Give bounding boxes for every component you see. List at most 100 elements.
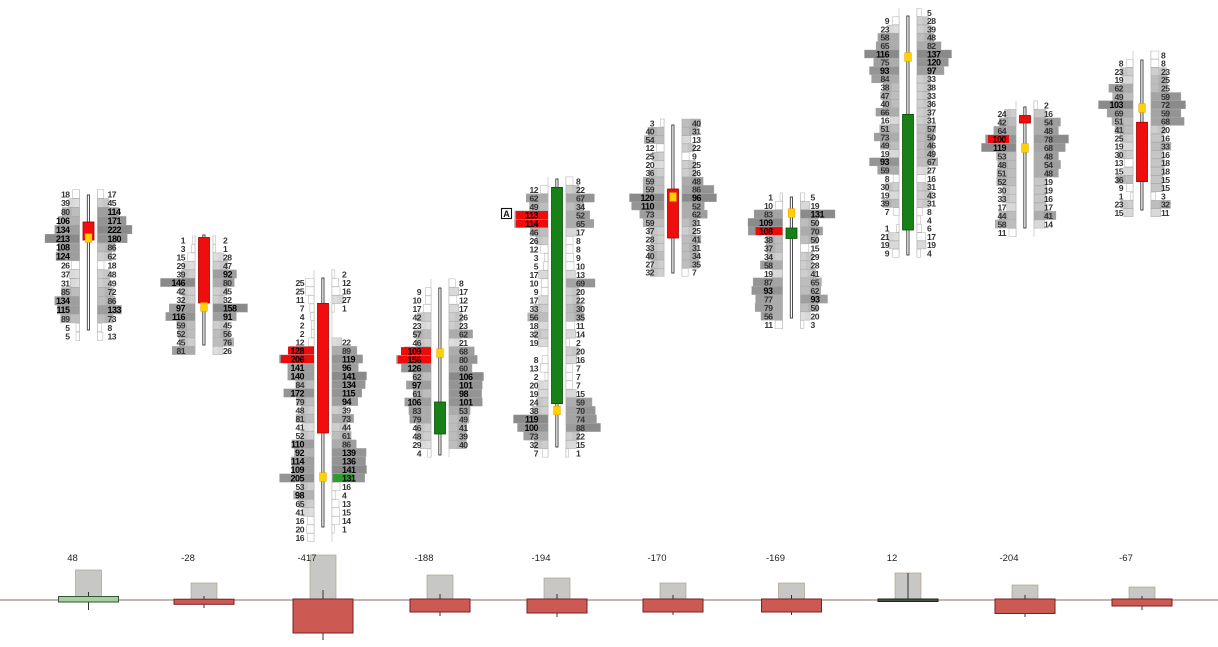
svg-text:15: 15: [1114, 167, 1123, 177]
svg-text:58: 58: [880, 33, 889, 43]
svg-text:69: 69: [576, 278, 585, 288]
svg-text:33: 33: [927, 74, 936, 84]
svg-text:26: 26: [223, 346, 232, 356]
svg-text:32: 32: [176, 295, 185, 305]
svg-text:22: 22: [576, 431, 585, 441]
svg-text:3: 3: [1161, 191, 1166, 201]
svg-text:33: 33: [997, 194, 1006, 204]
svg-text:97: 97: [927, 66, 937, 76]
svg-text:51: 51: [997, 168, 1006, 178]
svg-text:8: 8: [459, 278, 464, 288]
svg-text:62: 62: [1114, 84, 1123, 94]
svg-text:41: 41: [295, 422, 304, 432]
svg-text:5: 5: [927, 8, 932, 18]
svg-text:48: 48: [1044, 151, 1053, 161]
svg-text:97: 97: [176, 303, 186, 313]
svg-text:12: 12: [529, 244, 538, 254]
svg-text:16: 16: [880, 116, 889, 126]
svg-text:91: 91: [223, 312, 233, 322]
svg-text:59: 59: [576, 397, 585, 407]
svg-text:8: 8: [576, 236, 581, 246]
svg-text:26: 26: [529, 236, 538, 246]
svg-text:87: 87: [764, 277, 773, 287]
svg-text:69: 69: [1114, 108, 1123, 118]
svg-text:38: 38: [529, 406, 538, 416]
svg-text:9: 9: [534, 287, 539, 297]
svg-text:5: 5: [65, 323, 70, 333]
svg-text:13: 13: [108, 332, 117, 342]
svg-text:5: 5: [811, 192, 816, 202]
svg-text:81: 81: [176, 346, 185, 356]
svg-text:1: 1: [342, 524, 347, 534]
svg-text:23: 23: [459, 321, 468, 331]
svg-text:53: 53: [997, 151, 1006, 161]
svg-text:36: 36: [1114, 175, 1123, 185]
svg-text:20: 20: [529, 380, 538, 390]
svg-text:52: 52: [176, 329, 185, 339]
svg-text:2: 2: [534, 372, 539, 382]
svg-text:57: 57: [927, 124, 936, 134]
svg-text:93: 93: [763, 286, 773, 296]
svg-text:171: 171: [108, 216, 122, 226]
svg-text:134: 134: [56, 296, 70, 306]
svg-text:4: 4: [927, 249, 932, 259]
svg-text:1: 1: [181, 235, 186, 245]
svg-text:61: 61: [412, 389, 421, 399]
svg-text:32: 32: [645, 268, 654, 278]
svg-text:11: 11: [1161, 208, 1170, 218]
svg-text:114: 114: [108, 207, 122, 217]
svg-text:11: 11: [998, 228, 1007, 238]
svg-text:48: 48: [927, 33, 936, 43]
svg-text:24: 24: [997, 109, 1006, 119]
svg-text:73: 73: [880, 132, 889, 142]
svg-text:89: 89: [342, 346, 351, 356]
svg-text:88: 88: [576, 423, 585, 433]
svg-text:17: 17: [412, 304, 421, 314]
svg-text:48: 48: [692, 176, 701, 186]
svg-text:47: 47: [223, 261, 232, 271]
svg-text:67: 67: [927, 157, 936, 167]
svg-text:79: 79: [412, 414, 421, 424]
svg-text:16: 16: [342, 482, 351, 492]
svg-text:7: 7: [576, 363, 581, 373]
svg-text:222: 222: [108, 225, 122, 235]
svg-text:1: 1: [1119, 191, 1124, 201]
svg-text:8: 8: [885, 174, 890, 184]
svg-text:37: 37: [61, 269, 70, 279]
svg-text:25: 25: [645, 152, 654, 162]
svg-text:84: 84: [295, 380, 304, 390]
svg-text:126: 126: [407, 363, 421, 373]
svg-text:49: 49: [927, 149, 936, 159]
svg-text:59: 59: [1161, 108, 1170, 118]
svg-text:116: 116: [876, 49, 890, 59]
svg-text:2: 2: [300, 320, 305, 330]
svg-text:180: 180: [108, 234, 122, 244]
svg-text:77: 77: [764, 294, 773, 304]
svg-text:61: 61: [342, 431, 351, 441]
svg-text:110: 110: [291, 439, 305, 449]
svg-text:20: 20: [295, 524, 304, 534]
svg-text:133: 133: [108, 305, 122, 315]
svg-text:28: 28: [223, 252, 232, 262]
svg-text:59: 59: [176, 320, 185, 330]
svg-text:50: 50: [927, 132, 936, 142]
svg-text:-169: -169: [766, 553, 785, 564]
svg-text:39: 39: [927, 24, 936, 34]
svg-text:68: 68: [459, 346, 468, 356]
svg-text:119: 119: [525, 414, 539, 424]
svg-text:64: 64: [997, 126, 1006, 136]
svg-text:-204: -204: [999, 553, 1018, 564]
svg-text:2: 2: [223, 235, 228, 245]
svg-text:19: 19: [1044, 177, 1053, 187]
svg-text:146: 146: [171, 278, 185, 288]
svg-text:25: 25: [692, 226, 701, 236]
svg-text:213: 213: [56, 234, 70, 244]
svg-text:43: 43: [927, 190, 936, 200]
svg-text:17: 17: [459, 304, 468, 314]
svg-text:27: 27: [645, 259, 654, 269]
svg-text:83: 83: [412, 406, 421, 416]
svg-text:19: 19: [1114, 75, 1123, 85]
svg-text:30: 30: [997, 185, 1006, 195]
svg-text:46: 46: [412, 338, 421, 348]
svg-text:40: 40: [645, 251, 654, 261]
